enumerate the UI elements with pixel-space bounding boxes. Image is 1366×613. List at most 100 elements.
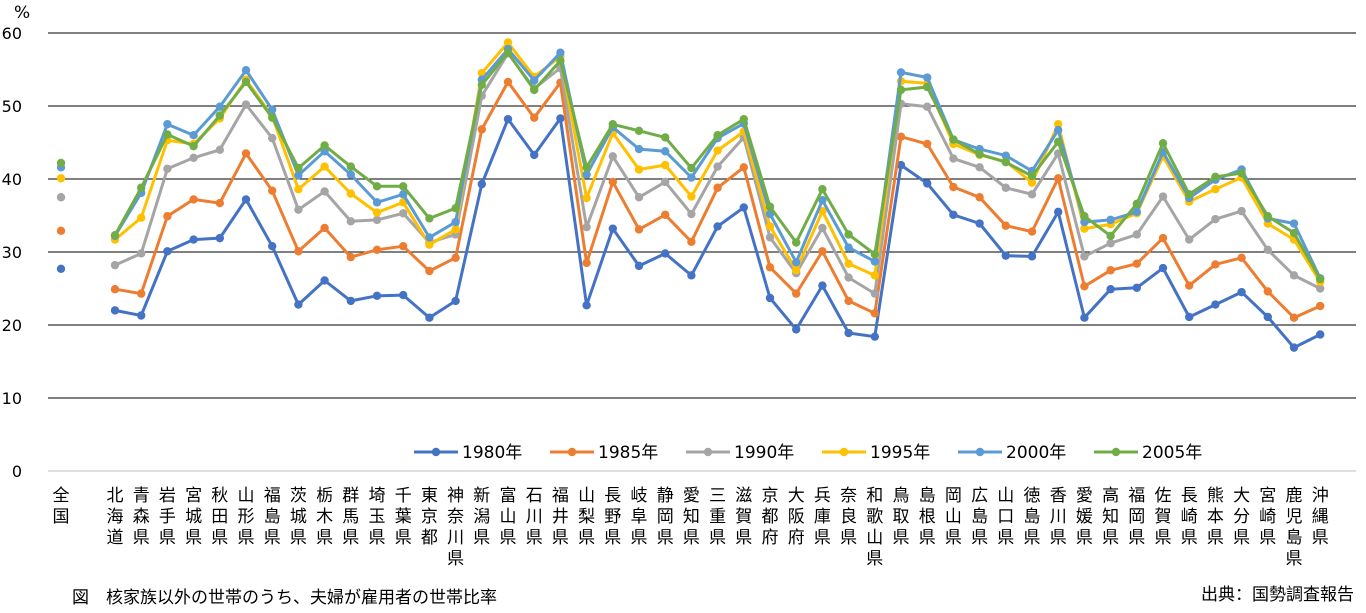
data-point [765, 263, 775, 272]
data-point [346, 252, 355, 262]
x-category-label-char: 県 [631, 528, 648, 548]
data-point [1132, 259, 1142, 268]
x-category-label-char: 県 [657, 528, 674, 548]
x-category-label-char: 県 [316, 528, 333, 548]
data-point [372, 182, 382, 191]
data-point [582, 163, 591, 172]
x-category-label-char: 国 [53, 507, 70, 527]
data-point [687, 237, 696, 246]
data-point [1080, 282, 1089, 291]
data-point [1001, 251, 1010, 260]
data-point [372, 245, 382, 255]
data-point [923, 139, 932, 149]
x-category-label-char: 県 [211, 528, 228, 548]
x-category-label-char: 府 [788, 528, 805, 548]
x-category-label-char: 重 [709, 507, 726, 527]
x-category-label-char: 県 [604, 528, 621, 548]
data-point [818, 223, 827, 233]
data-point [399, 209, 408, 218]
legend-label: 1985年 [598, 443, 658, 463]
data-point [1185, 312, 1194, 322]
data-point [661, 147, 670, 156]
data-point [1158, 263, 1168, 273]
legend-label: 2005年 [1142, 443, 1202, 463]
legend-marker [1111, 447, 1121, 457]
x-category-label-char: 手 [159, 507, 176, 527]
x-category-label: 岡 [945, 486, 962, 506]
data-point [870, 332, 879, 341]
y-tick-label: 20 [2, 316, 22, 335]
y-tick-label: 30 [2, 243, 22, 262]
data-point [110, 306, 120, 315]
data-point [661, 133, 670, 142]
data-point [241, 195, 251, 204]
data-point [687, 173, 696, 182]
data-point [923, 82, 932, 92]
data-point [687, 163, 696, 173]
data-point [739, 163, 748, 172]
data-point [1027, 190, 1037, 199]
legend-label: 2000年 [1006, 443, 1066, 463]
data-point [634, 165, 644, 174]
data-point [399, 190, 408, 199]
x-category-label-char: 島 [971, 507, 988, 527]
data-point [870, 249, 879, 259]
x-category-label-char: 形 [238, 507, 255, 527]
data-point [765, 222, 775, 231]
x-category-label: 群 [342, 486, 359, 506]
x-category-label-char: 玉 [369, 507, 386, 527]
data-point [1080, 252, 1089, 261]
data-point [320, 276, 329, 285]
data-point [818, 185, 827, 194]
x-category-label-char: 都 [762, 507, 779, 527]
x-category-label-char: 川 [447, 528, 464, 548]
x-category-label-char: 県 [840, 528, 857, 548]
x-category-label-char: 田 [211, 507, 228, 527]
x-category-label-char: 歌 [866, 507, 883, 527]
data-point [1289, 271, 1299, 280]
data-point [608, 120, 617, 129]
x-category-label-char: 口 [997, 507, 1014, 527]
data-point [320, 162, 329, 171]
data-point [949, 182, 958, 192]
data-point [1080, 224, 1089, 233]
x-category-label-char: 県 [1102, 528, 1119, 548]
data-point [792, 258, 801, 267]
data-point [634, 193, 644, 202]
data-point [215, 111, 224, 120]
x-category-label: 沖 [1312, 486, 1329, 506]
data-point [923, 102, 932, 111]
data-point [215, 102, 224, 111]
data-point [1106, 231, 1115, 241]
data-point [241, 66, 251, 75]
data-point [451, 204, 460, 213]
data-point [1132, 230, 1142, 239]
data-point [870, 289, 879, 298]
x-category-label-char: 城 [290, 507, 307, 527]
data-point [1289, 219, 1299, 228]
data-point [241, 100, 251, 109]
data-point [739, 203, 748, 212]
data-point [713, 162, 722, 171]
x-category-label-char: 木 [316, 507, 333, 527]
x-category-label-char: 阜 [631, 507, 648, 527]
data-point [425, 240, 434, 249]
data-point [582, 193, 591, 203]
x-category-label-char: 県 [159, 528, 176, 548]
data-point [661, 177, 670, 187]
data-point [189, 141, 198, 151]
x-category-label: 奈 [840, 486, 857, 506]
x-category-label: 大 [788, 486, 805, 506]
x-category-label-char: 県 [473, 528, 490, 548]
x-category-label: 山 [578, 486, 595, 506]
data-point [503, 48, 513, 57]
data-point [1132, 207, 1142, 217]
data-point [1054, 125, 1063, 135]
x-category-label-char: 阪 [788, 507, 805, 527]
data-point [975, 163, 984, 172]
data-point [870, 257, 879, 266]
data-point [687, 271, 696, 280]
data-point [975, 219, 984, 228]
data-point [163, 120, 172, 129]
data-point [399, 241, 408, 251]
